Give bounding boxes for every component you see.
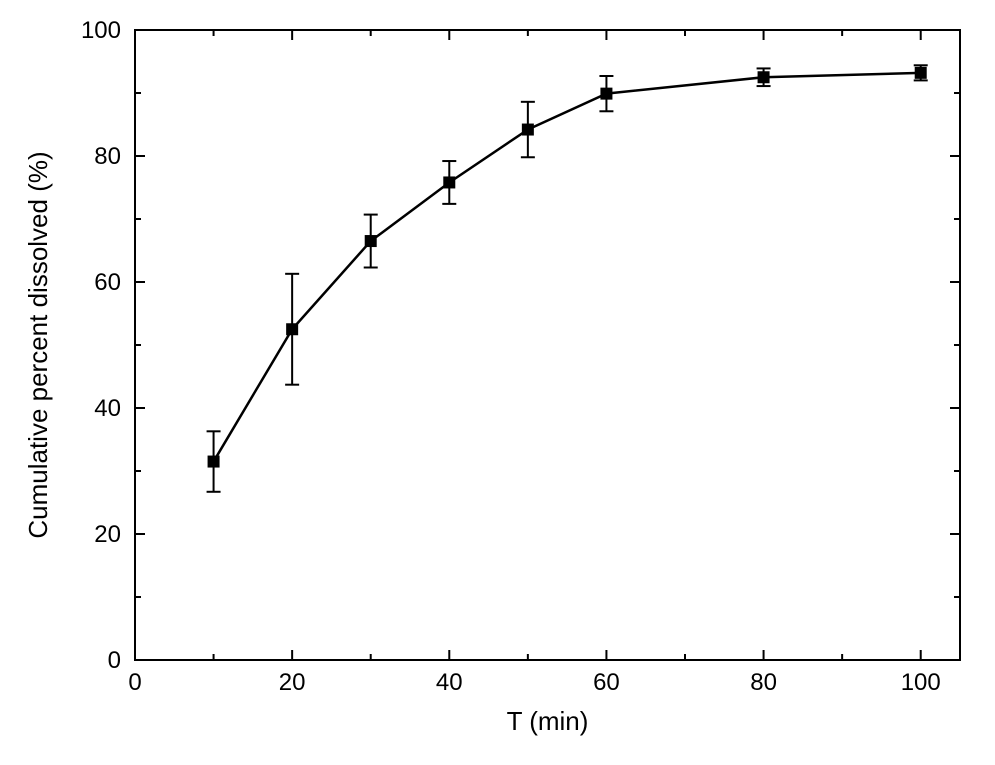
- dissolution-chart: 0 20 40 60 80 100 0 20 40 60 80 100 T (min) Cumulativ…: [0, 0, 995, 765]
- data-line: [214, 73, 921, 462]
- y-tick-label: 60: [94, 269, 121, 296]
- data-point: [522, 124, 533, 135]
- x-tick-label: 40: [436, 669, 463, 696]
- x-tick-label: 80: [750, 669, 777, 696]
- y-tick-label: 40: [94, 395, 121, 422]
- y-tick-label: 100: [81, 17, 121, 44]
- data-point: [758, 72, 769, 83]
- y-axis-title: Cumulative percent dissolved (%): [23, 151, 53, 538]
- x-tick-label: 20: [279, 669, 306, 696]
- y-tick-label: 0: [108, 647, 121, 674]
- x-tick-label: 0: [128, 669, 141, 696]
- y-tick-label: 20: [94, 521, 121, 548]
- data-point: [365, 236, 376, 247]
- chart-svg: 0 20 40 60 80 100 0 20 40 60 80 100 T (min) Cumulativ…: [0, 0, 995, 765]
- data-point: [915, 67, 926, 78]
- x-tick-label: 60: [593, 669, 620, 696]
- y-tick-label: 80: [94, 143, 121, 170]
- data-point: [601, 88, 612, 99]
- x-tick-label: 100: [901, 669, 941, 696]
- data-point: [444, 177, 455, 188]
- x-axis-title: T (min): [507, 706, 589, 736]
- data-point: [287, 324, 298, 335]
- data-point: [208, 456, 219, 467]
